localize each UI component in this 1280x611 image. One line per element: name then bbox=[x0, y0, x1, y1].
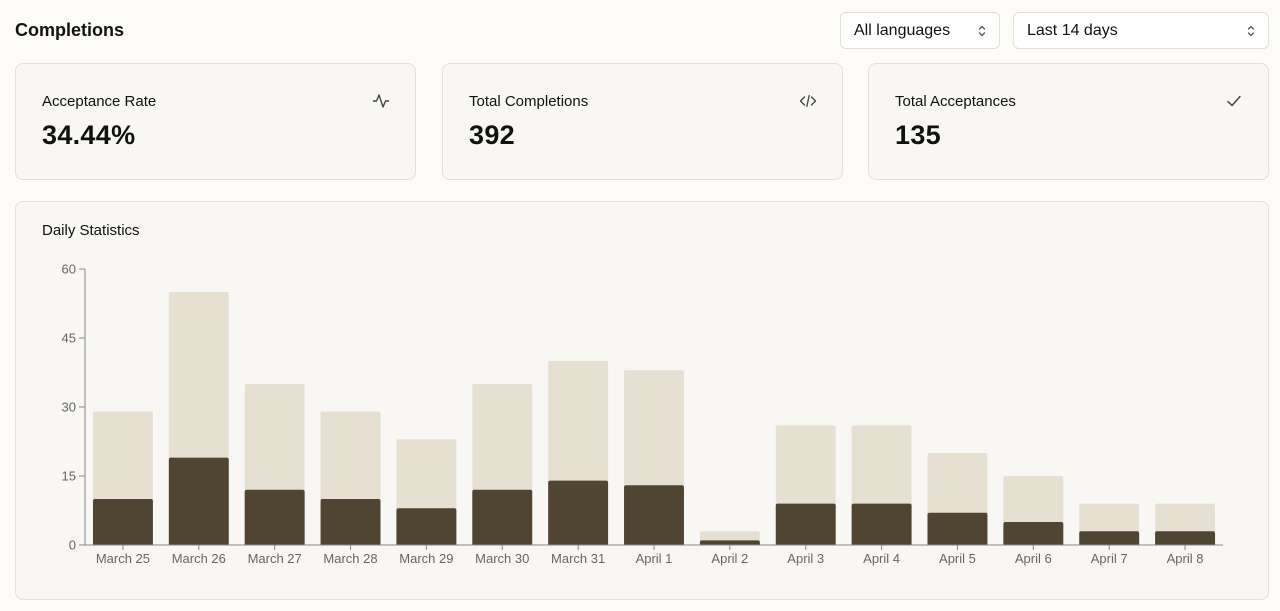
x-tick-label: March 25 bbox=[96, 551, 150, 566]
card-value: 392 bbox=[469, 120, 515, 150]
acceptances-bar bbox=[168, 457, 229, 545]
check-icon bbox=[1227, 95, 1241, 107]
code-icon bbox=[799, 94, 817, 108]
acceptances-bar bbox=[1003, 522, 1064, 545]
activity-icon bbox=[372, 94, 390, 108]
x-tick-label: April 7 bbox=[1091, 551, 1128, 566]
x-tick-label: March 28 bbox=[323, 551, 377, 566]
language-select-value: All languages bbox=[854, 21, 951, 39]
chart-title: Daily Statistics bbox=[42, 222, 140, 239]
card-label: Acceptance Rate bbox=[42, 93, 157, 110]
acceptances-bar bbox=[396, 508, 457, 545]
date-range-select[interactable]: Last 14 days bbox=[1013, 12, 1269, 49]
y-tick-label: 45 bbox=[62, 331, 76, 346]
daily-statistics-chart: 0 15 30 45 60 March 25 March 26 March 27 March 2… bbox=[62, 262, 1223, 566]
acceptances-bar bbox=[624, 485, 684, 545]
acceptances-bar bbox=[548, 480, 609, 545]
total-completions-card: Total Completions 392 bbox=[442, 63, 843, 180]
x-tick-label: April 3 bbox=[787, 551, 824, 566]
x-tick-label: April 8 bbox=[1167, 551, 1204, 566]
card-value: 34.44% bbox=[42, 120, 136, 150]
x-tick-label: April 6 bbox=[1015, 551, 1052, 566]
card-label: Total Acceptances bbox=[895, 93, 1016, 110]
x-tick-label: April 5 bbox=[939, 551, 976, 566]
acceptance-rate-card: Acceptance Rate 34.44% bbox=[15, 63, 416, 180]
acceptances-bar bbox=[92, 499, 153, 545]
page-title: Completions bbox=[15, 20, 125, 40]
acceptances-bar bbox=[1079, 531, 1140, 545]
y-tick-label: 0 bbox=[69, 538, 76, 553]
y-tick-label: 15 bbox=[62, 469, 76, 484]
y-tick-label: 30 bbox=[62, 400, 76, 415]
acceptances-bar bbox=[244, 489, 305, 545]
acceptances-bar bbox=[472, 489, 533, 545]
acceptances-bar bbox=[1155, 531, 1216, 545]
acceptances-bar bbox=[699, 540, 760, 545]
acceptances-bar bbox=[927, 512, 988, 545]
header: Completions All languages Last 14 days bbox=[0, 0, 1280, 62]
x-tick-label: April 2 bbox=[711, 551, 748, 566]
x-tick-label: March 31 bbox=[551, 551, 605, 566]
acceptances-bar bbox=[775, 503, 836, 545]
card-label: Total Completions bbox=[469, 93, 589, 110]
acceptances-bar bbox=[851, 503, 912, 545]
x-tick-label: March 26 bbox=[172, 551, 226, 566]
daily-statistics-card: Daily Statistics 0 15 30 45 60 March 25 March … bbox=[15, 201, 1269, 600]
y-tick-label: 60 bbox=[62, 262, 76, 277]
total-acceptances-card: Total Acceptances 135 bbox=[868, 63, 1269, 180]
chevron-up-down-icon bbox=[978, 25, 986, 37]
x-tick-label: March 27 bbox=[248, 551, 302, 566]
x-tick-label: April 4 bbox=[863, 551, 900, 566]
x-tick-label: March 30 bbox=[475, 551, 529, 566]
x-tick-label: March 29 bbox=[399, 551, 453, 566]
chevron-up-down-icon bbox=[1247, 25, 1255, 37]
x-tick-label: April 1 bbox=[636, 551, 673, 566]
card-value: 135 bbox=[895, 120, 941, 150]
acceptances-bar bbox=[320, 499, 381, 545]
date-range-select-value: Last 14 days bbox=[1027, 21, 1118, 39]
language-select[interactable]: All languages bbox=[840, 12, 1000, 49]
